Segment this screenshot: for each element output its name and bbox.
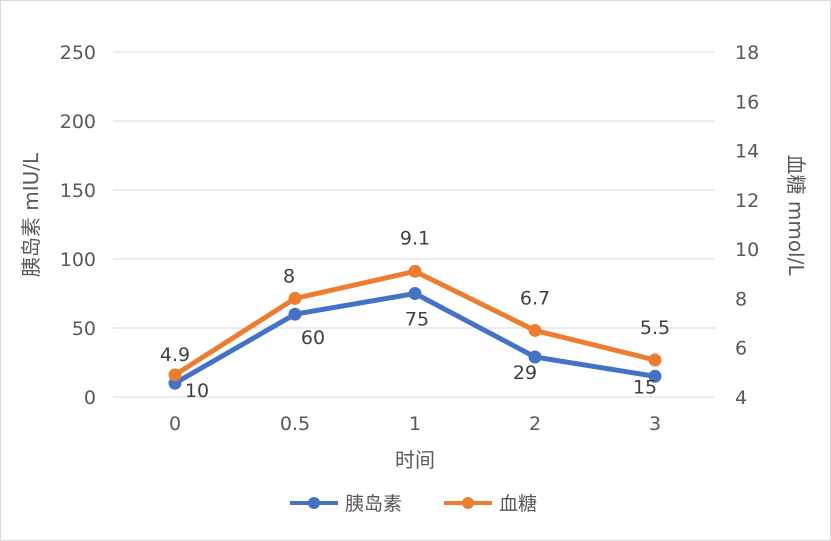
left-tick-label: 150 [60, 180, 96, 202]
legend: 胰岛素 血糖 [290, 493, 537, 515]
legend-label-insulin: 胰岛素 [345, 493, 402, 515]
left-tick-label: 250 [60, 42, 96, 64]
data-label: 8 [283, 265, 295, 287]
x-axis-title: 时间 [395, 448, 435, 472]
data-label: 60 [301, 327, 325, 349]
right-axis-title: 血糖 mmol/L [784, 155, 808, 277]
right-tick-label: 12 [735, 190, 759, 212]
x-tick-label: 1 [409, 413, 421, 435]
data-point [168, 368, 182, 382]
x-tick-label: 2 [529, 413, 541, 435]
data-label: 6.7 [520, 287, 550, 309]
left-axis-ticks: 0 50 100 150 200 250 [60, 42, 96, 409]
right-tick-label: 6 [735, 338, 747, 360]
data-point [408, 264, 422, 278]
right-tick-label: 16 [735, 91, 759, 113]
data-label: 4.9 [160, 344, 190, 366]
right-tick-label: 14 [735, 141, 759, 163]
legend-marker-insulin [308, 497, 320, 509]
x-tick-label: 0 [169, 413, 181, 435]
data-label: 5.5 [640, 317, 670, 339]
legend-marker-glucose [462, 497, 474, 509]
left-tick-label: 100 [60, 249, 96, 271]
x-axis-ticks: 0 0.5 1 2 3 [169, 413, 661, 435]
right-tick-label: 10 [735, 239, 759, 261]
legend-label-glucose: 血糖 [499, 493, 537, 515]
data-label: 29 [513, 362, 537, 384]
data-label: 15 [633, 376, 657, 398]
data-label: 9.1 [400, 227, 430, 249]
series-layer [168, 264, 662, 390]
data-point [528, 350, 542, 364]
data-label: 75 [405, 309, 429, 331]
right-tick-label: 18 [735, 42, 759, 64]
right-tick-label: 4 [735, 387, 747, 409]
data-point [288, 291, 302, 305]
gridlines [113, 51, 715, 398]
left-axis-title: 胰岛素 mIU/L [19, 152, 43, 277]
data-point [288, 307, 302, 321]
right-axis-ticks: 4 6 8 10 12 14 16 18 [735, 42, 759, 409]
left-tick-label: 0 [84, 387, 96, 409]
x-tick-label: 0.5 [280, 413, 310, 435]
left-tick-label: 50 [72, 318, 96, 340]
right-tick-label: 8 [735, 288, 747, 310]
data-point [648, 353, 662, 367]
data-point [528, 323, 542, 337]
data-labels: 10 60 75 29 15 4.9 8 9.1 6.7 5.5 [160, 227, 670, 402]
data-point [408, 287, 422, 300]
data-label: 10 [185, 380, 209, 402]
x-tick-label: 3 [649, 413, 661, 435]
data-point [648, 369, 662, 383]
left-tick-label: 200 [60, 111, 96, 133]
